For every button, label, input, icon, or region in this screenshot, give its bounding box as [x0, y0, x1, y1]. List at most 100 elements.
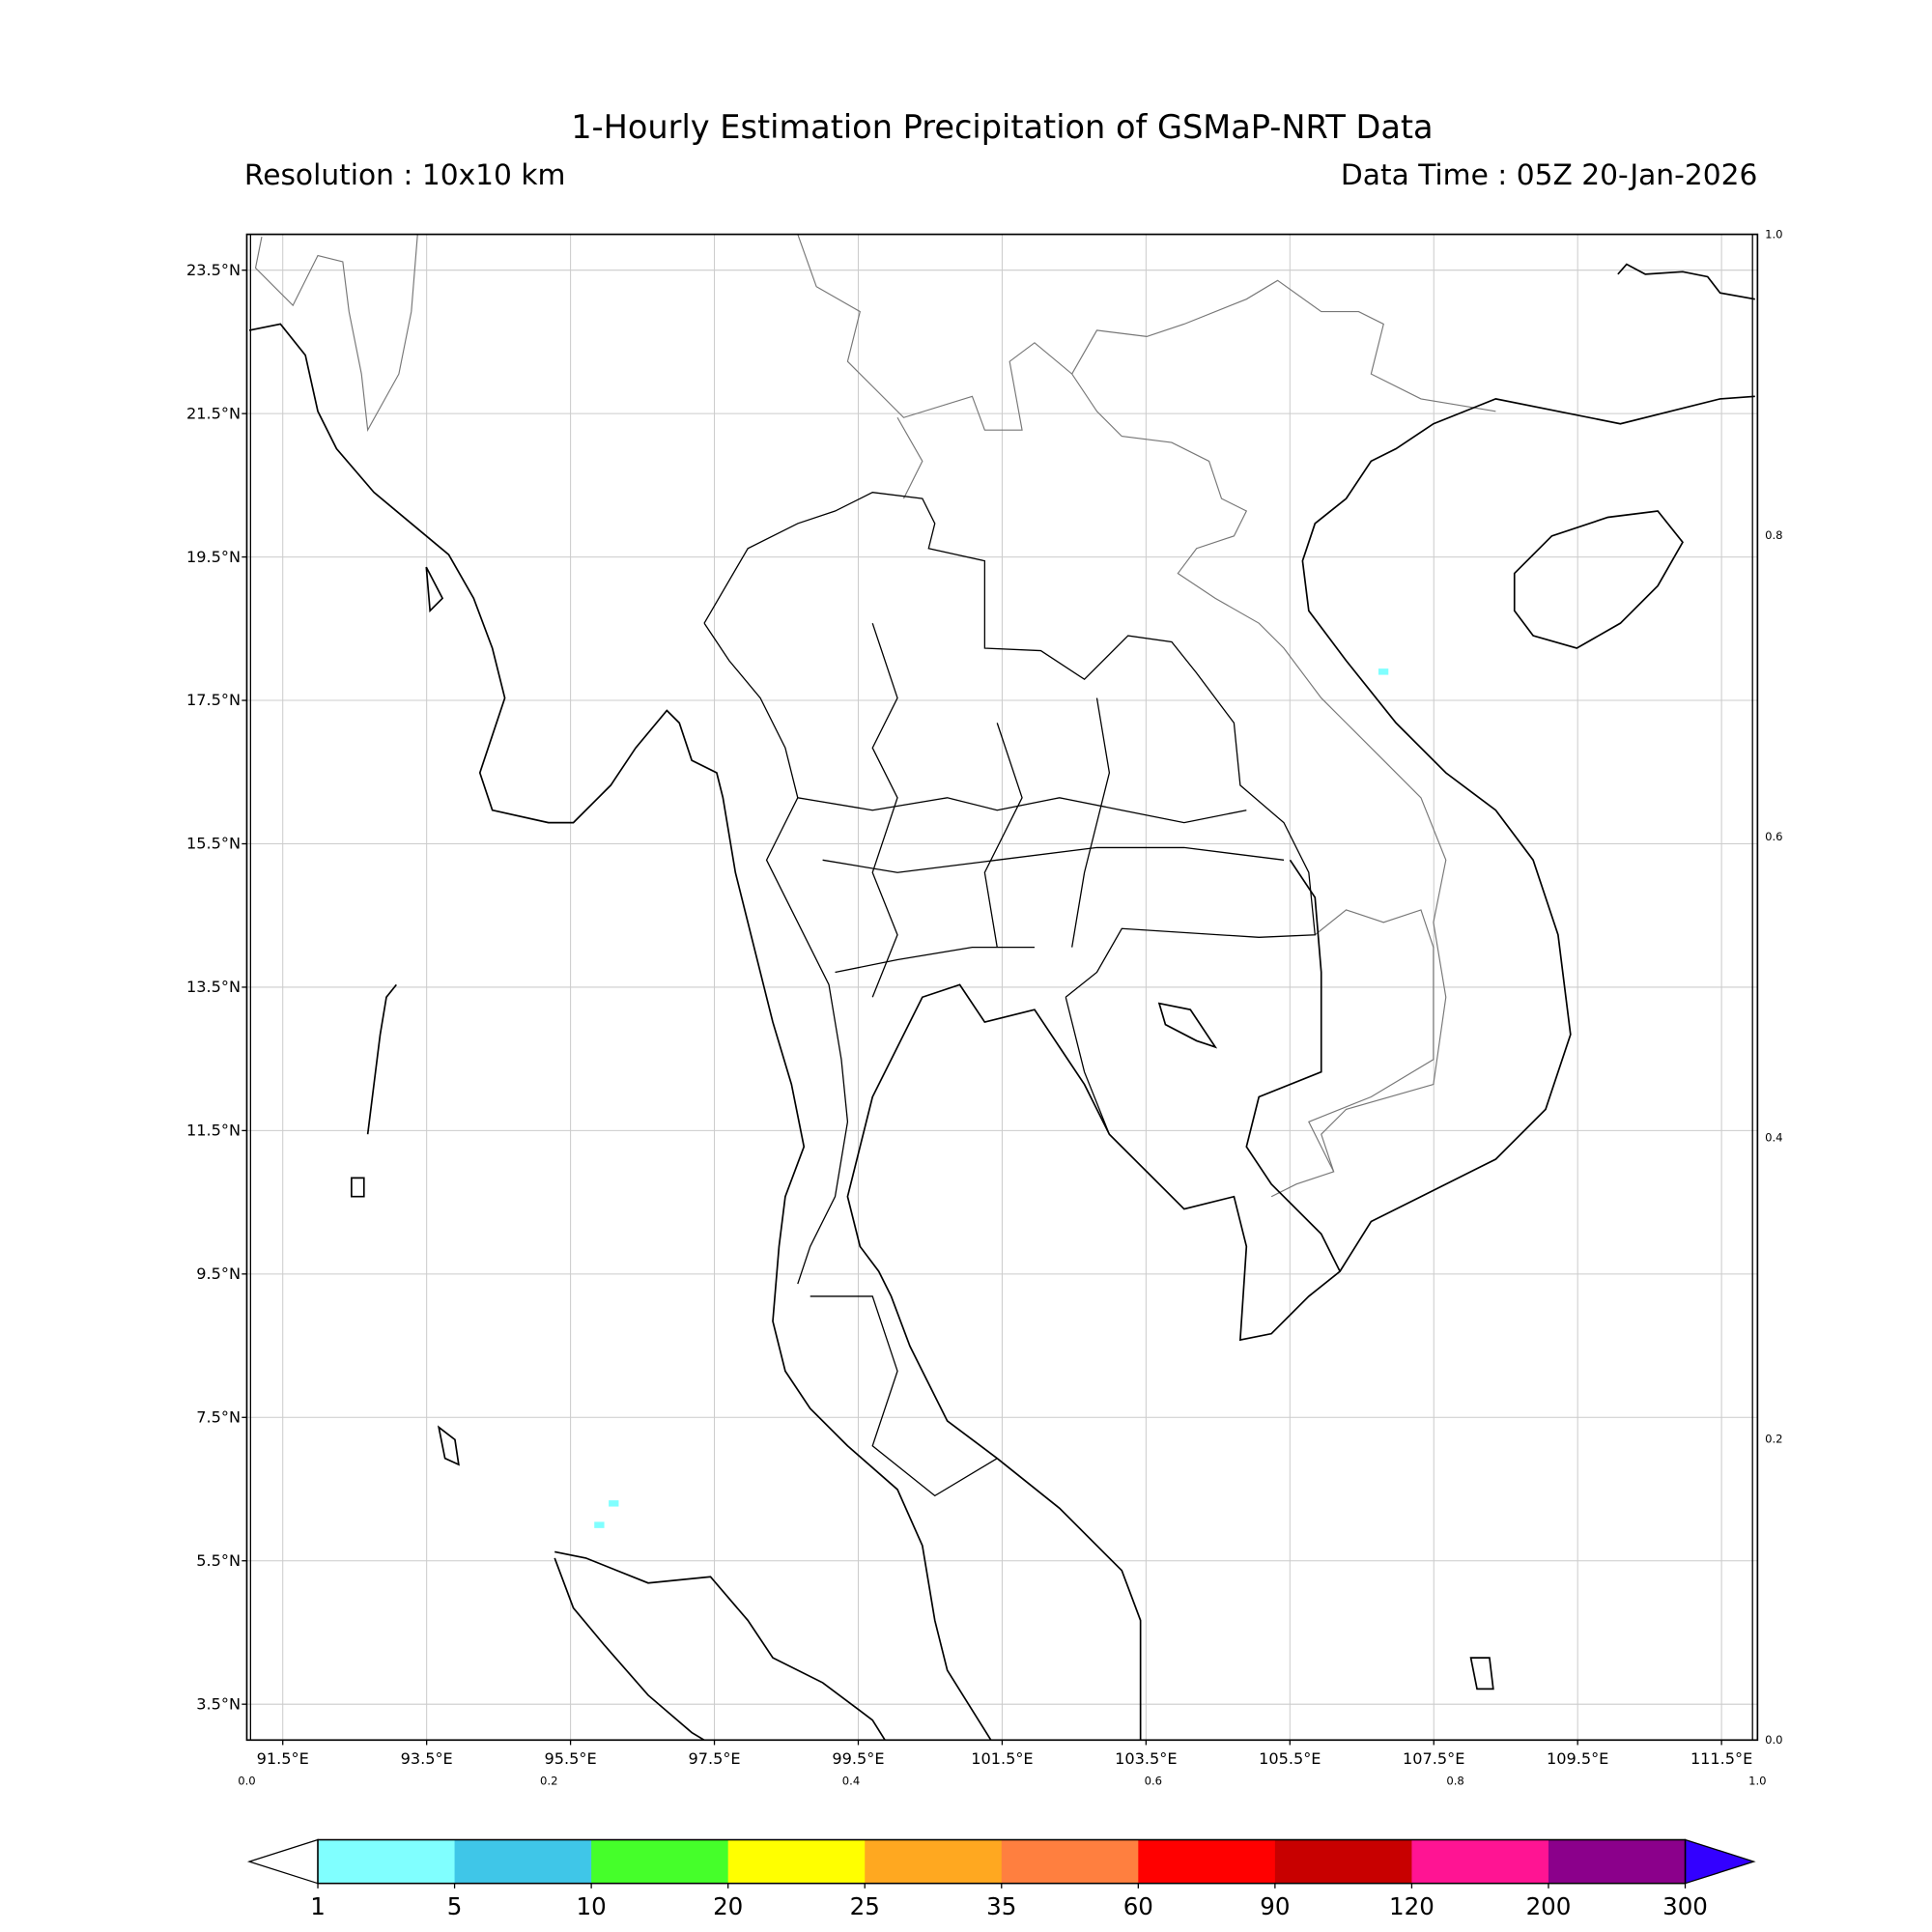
border-thailand-myanmar [703, 622, 849, 1285]
precip-cell [609, 1500, 619, 1507]
axis-fraction-label-x: 0.8 [1446, 1775, 1463, 1788]
lat-label: 7.5°N [196, 1407, 241, 1426]
axis-fraction-label-x: 0.4 [842, 1775, 860, 1788]
colorbar-label: 120 [1389, 1892, 1435, 1920]
lat-label: 3.5°N [196, 1694, 241, 1713]
colorbar-label: 1 [310, 1892, 326, 1920]
colorbar-segment [727, 1839, 866, 1884]
colorbar-label: 10 [577, 1892, 607, 1920]
colorbar-segment [1138, 1839, 1276, 1884]
precip-cell [1378, 668, 1389, 675]
province-lines [835, 947, 1035, 974]
lon-label: 95.5°E [545, 1749, 597, 1768]
axis-fraction-label-y: 0.8 [1765, 528, 1782, 542]
colorbar-label: 35 [986, 1892, 1016, 1920]
precip-cell [594, 1521, 605, 1528]
lon-label: 99.5°E [832, 1749, 884, 1768]
coastline-sumatra [554, 1550, 886, 1741]
resolution-label: Resolution : 10x10 km [243, 159, 566, 192]
provincial-borders [703, 492, 1317, 1497]
border-myanmar-laos [896, 416, 923, 499]
coastline-mekong [1245, 859, 1341, 1272]
country-borders [254, 234, 1496, 1198]
colorbar-segment [1274, 1839, 1413, 1884]
data-time-label: Data Time : 05Z 20-Jan-2026 [1340, 159, 1758, 192]
colorbar-segment [318, 1839, 456, 1884]
lat-label: 15.5°N [186, 835, 241, 853]
province-lines [810, 1295, 998, 1497]
coastline-sumatra-west [554, 1557, 705, 1742]
colorbar-label: 200 [1526, 1892, 1572, 1920]
tonle-sap-lake [1157, 1002, 1218, 1049]
border-cambodia-vietnam [1270, 909, 1435, 1198]
lat-label: 11.5°N [186, 1122, 241, 1140]
lat-label: 5.5°N [196, 1551, 241, 1570]
figure-title: 1-Hourly Estimation Precipitation of GSM… [571, 109, 1434, 148]
lat-label: 19.5°N [186, 548, 241, 566]
axis-fraction-label-x: 0.6 [1145, 1775, 1162, 1788]
border-myanmar-china [797, 234, 1447, 1173]
axis-fraction-label-y: 1.0 [1765, 227, 1782, 241]
axis-fraction-label-x: 0.2 [540, 1775, 557, 1788]
lon-label: 91.5°E [257, 1749, 309, 1768]
colorbar-label: 60 [1123, 1892, 1153, 1920]
lon-label: 111.5°E [1690, 1749, 1752, 1768]
border-thailand-north [703, 492, 1317, 998]
colorbar-segment [865, 1839, 1003, 1884]
colorbar-segment [454, 1839, 592, 1884]
colorbar-under-extension [246, 1838, 319, 1885]
island [437, 1425, 460, 1466]
border-cambodia [1065, 997, 1110, 1135]
latitude-labels: 23.5°N 21.5°N 19.5°N 17.5°N 15.5°N 13.5°N 11.5… [186, 261, 247, 1713]
province-lines [983, 723, 1023, 948]
island [425, 566, 444, 613]
axis-fraction-label-x: 1.0 [1748, 1775, 1766, 1788]
axis-fraction-label-y: 0.2 [1765, 1432, 1782, 1445]
lat-label: 17.5°N [186, 691, 241, 709]
border-bangladesh-myanmar [254, 234, 418, 433]
colorbar-segment [1001, 1839, 1139, 1884]
lon-label: 93.5°E [401, 1749, 453, 1768]
colorbar-label: 300 [1662, 1892, 1708, 1920]
axis-fraction-label-y: 0.4 [1765, 1131, 1782, 1145]
precipitation-layer [594, 668, 1389, 1528]
andaman-islands [366, 983, 397, 1135]
lat-label: 23.5°N [186, 261, 241, 279]
colorbar-segment [1548, 1839, 1687, 1884]
colorbar-segment [591, 1839, 729, 1884]
lat-label: 9.5°N [196, 1264, 241, 1283]
coastlines [248, 263, 1755, 1742]
province-lines [871, 622, 898, 998]
colorbar-segment [1411, 1839, 1549, 1884]
lon-label: 101.5°E [971, 1749, 1033, 1768]
lon-label: 109.5°E [1547, 1749, 1608, 1768]
island [351, 1177, 365, 1198]
lat-label: 13.5°N [186, 978, 241, 996]
colorbar: 1 5 10 20 25 35 60 90 120 200 300 [246, 1838, 1756, 1920]
province-lines [797, 797, 1247, 824]
axis-fraction-label-x: 0.0 [238, 1775, 255, 1788]
axis-fraction-label-y: 0.6 [1765, 830, 1782, 843]
lon-label: 97.5°E [688, 1749, 740, 1768]
axes-fraction-labels: 0.0 0.0 0.2 0.2 0.4 0.4 0.6 0.6 0.8 0.8 1.0 1.0 [238, 227, 1782, 1787]
island [1469, 1657, 1494, 1690]
colorbar-label: 20 [713, 1892, 743, 1920]
coastline-mainland [248, 323, 992, 1741]
border-laos-vietnam-china [1071, 279, 1496, 412]
colorbar-over-extension [1684, 1838, 1756, 1885]
axis-fraction-label-y: 0.0 [1765, 1733, 1782, 1747]
coastline-china-north [1617, 263, 1755, 300]
province-lines [822, 846, 1285, 873]
lat-label: 21.5°N [186, 404, 241, 422]
lon-label: 103.5°E [1115, 1749, 1177, 1768]
coastline-gulf-of-thailand [846, 395, 1755, 1741]
longitude-labels: 91.5°E 93.5°E 95.5°E 97.5°E 99.5°E 101.5°E 103… [257, 1740, 1752, 1768]
province-lines [1071, 697, 1111, 948]
colorbar-label: 5 [447, 1892, 463, 1920]
coastline-hainan [1513, 510, 1684, 649]
colorbar-label: 90 [1260, 1892, 1290, 1920]
gridlines [246, 234, 1758, 1741]
colorbar-label: 25 [850, 1892, 880, 1920]
